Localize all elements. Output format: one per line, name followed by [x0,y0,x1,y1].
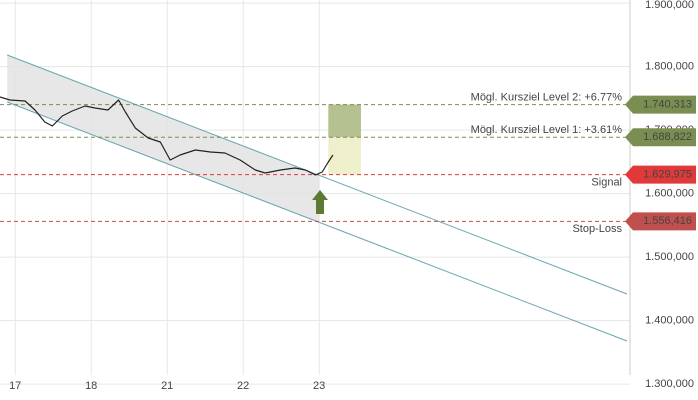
level-badge [625,212,696,231]
level-value: 1.688,822 [643,131,692,143]
target-zone [328,137,361,175]
x-tick-label: 22 [237,380,249,392]
y-tick-label: 1.600,000 [645,188,694,200]
level-label: Mögl. Kursziel Level 2: +6.77% [471,91,623,103]
level-value: 1.740,313 [643,98,692,110]
signal-arrow [312,190,328,214]
target-zone [328,104,361,138]
y-tick-label: 1.400,000 [645,315,694,327]
level-badge [625,95,696,114]
level-label: Stop-Loss [572,223,622,235]
y-tick-label: 1.800,000 [645,61,694,73]
channel-shade [7,54,320,223]
y-tick-label: 1.500,000 [645,251,694,263]
price-line [0,96,334,176]
y-tick-label: 1.900,000 [645,0,694,11]
x-tick-label: 23 [313,380,325,392]
x-tick-label: 17 [9,380,21,392]
level-badge [625,165,696,184]
level-label: Mögl. Kursziel Level 1: +3.61% [471,124,623,136]
x-tick-label: 21 [161,380,173,392]
labels: 1.900,0001.800,0001.700,0001.600,0001.50… [9,0,696,392]
level-value: 1.556,416 [643,215,692,227]
y-tick-label: 1.300,000 [645,378,694,390]
level-label: Signal [591,177,622,189]
x-tick-label: 18 [85,380,97,392]
level-value: 1.629,975 [643,169,692,181]
level-badge [625,128,696,147]
plot-area [0,54,628,342]
